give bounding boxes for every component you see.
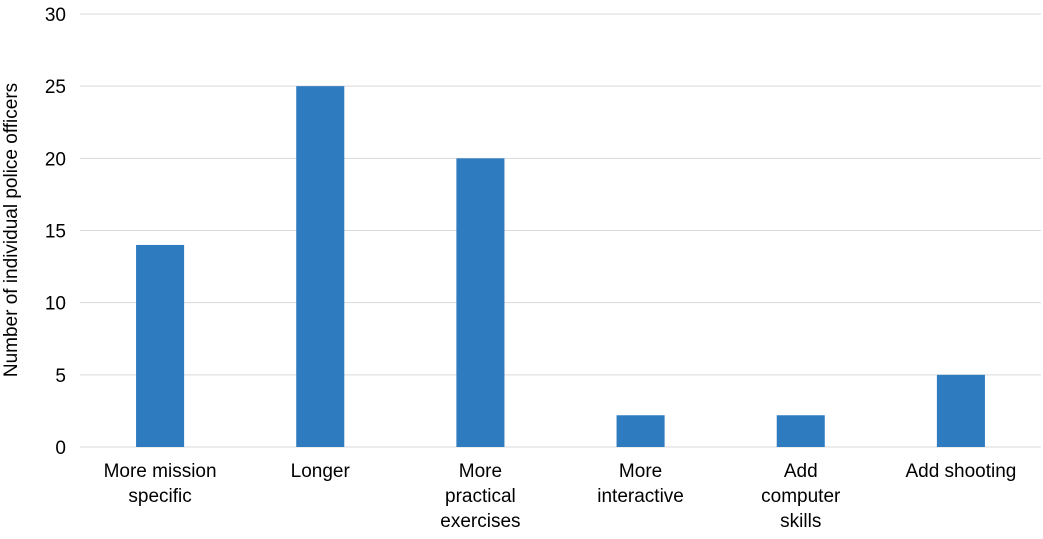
- x-category-label-line: practical: [445, 486, 516, 507]
- x-category-label: Add shooting: [905, 461, 1016, 482]
- bar-2: [456, 158, 505, 447]
- x-category-label-line: Add shooting: [905, 461, 1016, 482]
- x-category-label-line: skills: [780, 511, 821, 532]
- y-tick-label: 25: [45, 77, 66, 98]
- bar-5: [936, 374, 985, 447]
- bar-4: [776, 415, 825, 447]
- y-tick-label: 20: [45, 149, 66, 170]
- gridlines: [80, 13, 1041, 448]
- y-tick-label: 30: [45, 5, 66, 26]
- y-tick-label: 10: [45, 294, 66, 315]
- x-category-label: More mission specific: [104, 461, 217, 507]
- x-category-label-line: exercises: [440, 511, 520, 532]
- x-axis-categories: More mission specific Longer More practical e…: [104, 461, 1017, 532]
- x-category-label: Add computer skills: [761, 461, 841, 532]
- bar-3: [616, 415, 665, 447]
- y-tick-label: 5: [55, 366, 66, 387]
- x-category-label: More interactive: [597, 461, 684, 507]
- x-category-label-line: More mission: [104, 461, 217, 482]
- x-category-label-line: More: [619, 461, 662, 482]
- y-axis-title: Number of individual police officers: [1, 83, 22, 377]
- bar-1: [296, 86, 345, 448]
- x-category-label-line: More: [459, 461, 502, 482]
- y-tick-label: 15: [45, 222, 66, 243]
- bar-0: [136, 244, 185, 447]
- x-category-label-line: computer: [761, 486, 841, 507]
- y-tick-label: 0: [55, 438, 66, 459]
- x-category-label-line: interactive: [597, 486, 684, 507]
- x-category-label-line: specific: [128, 486, 191, 507]
- x-category-label-line: Longer: [291, 461, 351, 482]
- x-category-label-line: Add: [784, 461, 818, 482]
- x-category-label: More practical exercises: [440, 461, 520, 532]
- bars: [136, 86, 985, 448]
- x-category-label: Longer: [291, 461, 351, 482]
- y-axis-ticks: 0 5 10 15 20 25 30: [45, 5, 66, 459]
